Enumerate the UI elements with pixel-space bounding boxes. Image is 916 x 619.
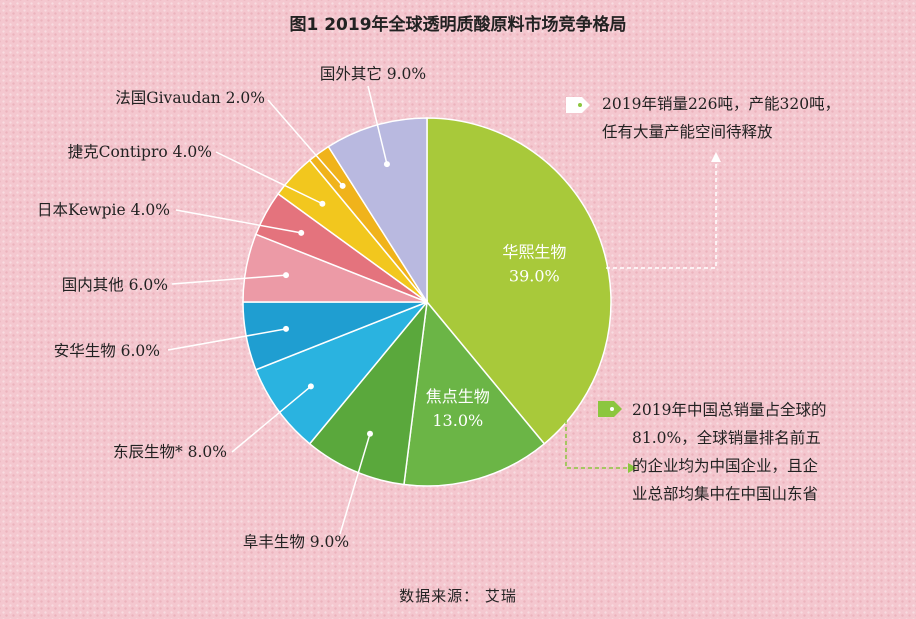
pie-slice — [327, 117, 428, 305]
slice-value-label: 39.0% — [509, 266, 560, 285]
bottom-annotation: 2019年中国总销量占全球的 81.0%，全球销量排名前五 的企业均为中国企业，… — [632, 396, 902, 508]
pie-slice — [308, 299, 429, 486]
top-annotation-line: 任有大量产能空间待释放 — [602, 123, 773, 141]
slice-label: 焦点生物 — [426, 387, 490, 406]
slice-label: 捷克Contipro 4.0% — [68, 143, 212, 161]
leader-line — [215, 151, 323, 205]
leader-line — [231, 385, 312, 453]
top-annotation: 2019年销量226吨，产能320吨， 任有大量产能空间待释放 — [602, 90, 902, 146]
bottom-annotation-line: 2019年中国总销量占全球的 — [632, 401, 827, 419]
top-annotation-line: 2019年销量226吨，产能320吨， — [602, 95, 841, 113]
top-callout-connector — [606, 160, 717, 269]
leader-line — [175, 209, 302, 234]
slice-label: 安华生物 6.0% — [54, 342, 160, 360]
leader-line — [367, 85, 388, 165]
leader-line — [167, 328, 287, 351]
slice-label: 阜丰生物 9.0% — [243, 533, 349, 551]
pie-slice — [403, 300, 546, 487]
chart-title: 图1 2019年全球透明质酸原料市场竞争格局 — [289, 15, 627, 35]
tag-icon — [566, 97, 590, 113]
data-source: 数据来源： 艾瑞 — [399, 587, 517, 605]
bottom-annotation-line: 81.0%，全球销量排名前五 — [632, 429, 821, 447]
pie-slice — [254, 301, 428, 445]
slice-label: 法国Givaudan 2.0% — [115, 89, 265, 107]
bottom-callout-connector — [565, 420, 630, 469]
bottom-annotation-line: 业总部均集中在中国山东省 — [632, 485, 819, 503]
slice-value-label: 13.0% — [432, 411, 483, 430]
leader-line — [339, 433, 371, 535]
leader-line — [171, 274, 287, 285]
leader-line — [267, 99, 344, 187]
bottom-annotation-line: 的企业均为中国企业，且企 — [632, 457, 819, 475]
slice-label: 日本Kewpie 4.0% — [37, 201, 170, 219]
top-callout-arrow — [711, 152, 721, 162]
slice-label: 华熙生物 — [502, 242, 566, 261]
slice-label: 东辰生物* 8.0% — [113, 443, 227, 461]
tag-icon — [598, 401, 622, 417]
pie-slice — [426, 117, 612, 445]
slice-label: 国内其他 6.0% — [62, 276, 168, 294]
slice-label: 国外其它 9.0% — [320, 65, 426, 83]
bottom-callout-arrow — [628, 463, 637, 473]
